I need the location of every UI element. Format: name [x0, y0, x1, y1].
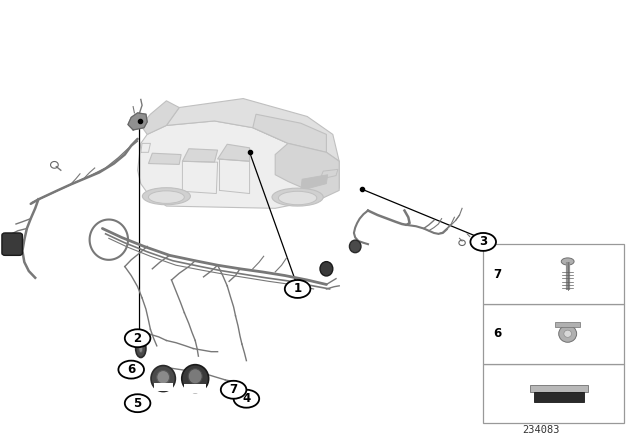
Text: 6: 6	[127, 363, 135, 376]
Ellipse shape	[320, 262, 333, 276]
Ellipse shape	[143, 188, 191, 205]
Polygon shape	[275, 143, 339, 199]
Bar	[483, 304, 624, 364]
Circle shape	[125, 329, 150, 347]
Ellipse shape	[188, 369, 202, 384]
Ellipse shape	[564, 330, 572, 337]
Ellipse shape	[139, 345, 143, 353]
Text: 7: 7	[493, 267, 501, 280]
Ellipse shape	[278, 191, 317, 205]
Polygon shape	[301, 175, 328, 190]
Circle shape	[234, 390, 259, 408]
Circle shape	[118, 361, 144, 379]
Text: 1: 1	[294, 282, 301, 296]
Polygon shape	[253, 114, 326, 152]
Text: 2: 2	[134, 332, 141, 345]
Ellipse shape	[561, 258, 574, 265]
Bar	[534, 392, 584, 401]
Ellipse shape	[349, 240, 361, 253]
Text: 234083: 234083	[522, 426, 559, 435]
Ellipse shape	[136, 340, 146, 358]
Bar	[154, 383, 173, 391]
Bar	[555, 322, 580, 327]
Polygon shape	[148, 153, 181, 164]
Text: 6: 6	[493, 327, 501, 340]
Ellipse shape	[559, 325, 577, 342]
Bar	[483, 244, 624, 304]
Ellipse shape	[148, 191, 184, 203]
Circle shape	[125, 394, 150, 412]
Circle shape	[221, 381, 246, 399]
FancyBboxPatch shape	[2, 233, 22, 255]
Bar	[530, 385, 588, 392]
Text: 4: 4	[243, 392, 250, 405]
Bar	[483, 364, 624, 423]
Polygon shape	[128, 113, 147, 130]
Ellipse shape	[157, 370, 170, 384]
Ellipse shape	[272, 188, 323, 206]
Circle shape	[470, 233, 496, 251]
Text: 7: 7	[230, 383, 237, 396]
Text: 5: 5	[134, 396, 141, 410]
Bar	[184, 384, 206, 393]
Circle shape	[285, 280, 310, 298]
Text: 3: 3	[479, 235, 487, 249]
Polygon shape	[141, 101, 179, 134]
Polygon shape	[166, 99, 339, 161]
Polygon shape	[218, 144, 250, 161]
Ellipse shape	[151, 366, 175, 392]
Polygon shape	[138, 121, 339, 208]
Polygon shape	[182, 149, 218, 162]
Ellipse shape	[182, 365, 209, 392]
